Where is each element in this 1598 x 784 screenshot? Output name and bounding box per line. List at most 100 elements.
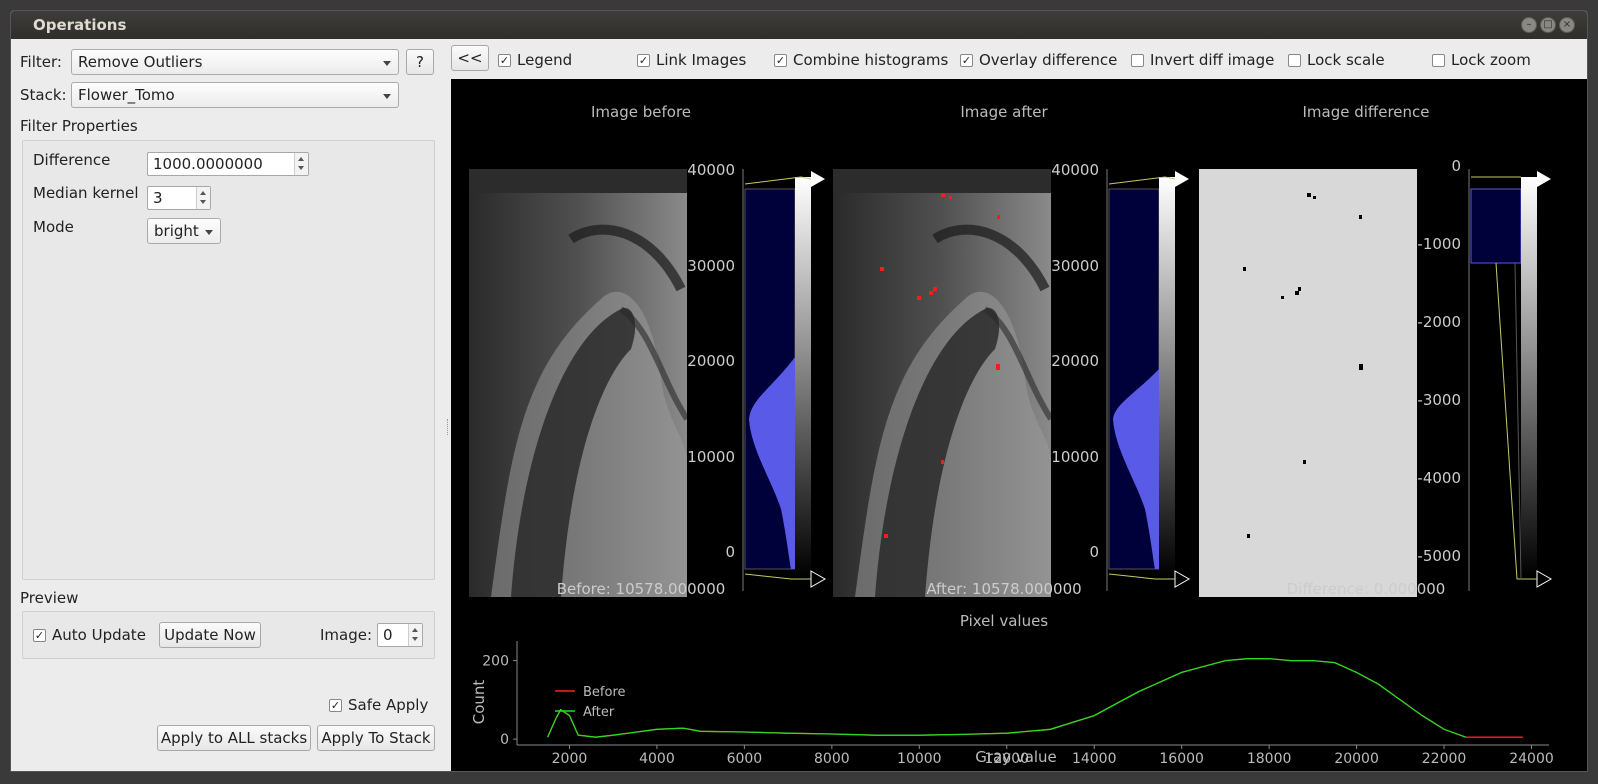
histogram-difference-tick-label: -1000 [1417,235,1461,253]
stack-label: Stack: [20,86,67,104]
series-line-before [547,658,1523,738]
filter-select-value: Remove Outliers [78,53,203,71]
filter-panel: Filter: Remove Outliers ? Stack: Flower_… [11,39,451,771]
help-button[interactable]: ? [406,49,434,75]
histogram-after-tick-label: 20000 [1051,352,1099,370]
x-tick-label: 22000 [1422,751,1467,767]
maximize-icon[interactable]: □ [1540,17,1556,33]
mode-select-value: bright [154,222,199,240]
chevron-down-icon [205,230,213,235]
image-before-canvas[interactable] [469,169,687,597]
legend-label: Before [583,685,626,700]
x-tick-label: 20000 [1334,751,1379,767]
before-value: Before: 10578.000000 [556,580,726,598]
histogram-after-tick-label: 30000 [1051,256,1099,275]
combine-histograms-checkbox[interactable]: ✓ Combine histograms [774,51,948,69]
mode-label: Mode [33,218,74,236]
spin-arrows-icon[interactable] [294,153,308,175]
histogram-after-tick-label: 0 [1089,543,1099,561]
update-now-button[interactable]: Update Now [159,622,261,648]
x-tick-label: 8000 [814,751,850,767]
image-label: Image: [320,626,373,644]
image-after-canvas[interactable] [833,169,1051,597]
safe-apply-checkbox[interactable]: ✓ Safe Apply [329,696,428,714]
image-after-title: Image after [960,103,1048,121]
difference-spinbox[interactable]: 1000.0000000 [147,152,309,176]
pixel-values-chart[interactable]: Pixel values Count Gray value 200 0 4000 60… [451,605,1588,772]
difference-value: 1000.0000000 [153,155,263,173]
spin-arrows-icon[interactable] [196,187,210,209]
legend-checkbox[interactable]: ✓ Legend [498,51,572,69]
stack-select-value: Flower_Tomo [78,86,175,104]
overlay-difference-label: Overlay difference [979,51,1118,69]
filter-properties-group: Difference 1000.0000000 Median kernel 3 … [22,140,435,580]
splitter-handle[interactable] [447,419,451,435]
chevron-down-icon [383,94,391,99]
image-spinbox[interactable]: 0 [377,623,423,647]
lock-scale-checkbox[interactable]: Lock scale [1288,51,1385,69]
histogram-difference[interactable] [1468,169,1553,591]
apply-all-stacks-button[interactable]: Apply to ALL stacks [157,725,311,751]
invert-diff-label: Invert diff image [1150,51,1275,69]
histogram-before-tick-label: 30000 [687,256,735,275]
filter-select[interactable]: Remove Outliers [71,49,399,75]
histogram-before-tick-label: 20000 [687,352,735,370]
legend-label: Legend [517,51,573,69]
x-tick-label: 14000 [1072,751,1117,767]
x-tick-label: 12000 [984,751,1029,767]
link-images-checkbox[interactable]: ✓ Link Images [637,51,746,69]
auto-update-checkbox[interactable]: ✓ Auto Update [33,626,146,644]
chart-x-label: Gray value [975,748,1057,766]
histogram-after[interactable] [1106,169,1191,591]
check-icon: ✓ [329,698,342,712]
overlay-difference-checkbox[interactable]: ✓ Overlay difference [960,51,1117,69]
x-tick-label: 18000 [1247,751,1292,767]
histogram-before-tick-label: 10000 [687,447,735,466]
x-tick-label: 4000 [639,751,675,767]
spin-arrows-icon[interactable] [408,624,422,646]
collapse-button[interactable]: << [451,45,489,71]
chart-title: Pixel values [960,612,1048,630]
chevron-down-icon [383,61,391,66]
close-icon[interactable]: × [1559,17,1575,33]
lock-zoom-checkbox[interactable]: Lock zoom [1432,51,1531,69]
link-images-label: Link Images [656,51,747,69]
operations-window: Operations – □ × Filter: Remove Outliers… [10,10,1588,772]
median-kernel-spinbox[interactable]: 3 [147,186,211,210]
histogram-difference-tick-label: -4000 [1417,469,1461,487]
mode-select[interactable]: bright [147,218,221,244]
check-icon: ✓ [498,53,511,67]
check-icon: ✓ [960,53,973,67]
histogram-after-tick-label: 40000 [1051,161,1099,179]
preview-label: Preview [20,589,79,607]
histogram-after-tick-label: 10000 [1051,447,1099,466]
apply-to-stack-button[interactable]: Apply To Stack [317,725,435,751]
stack-select[interactable]: Flower_Tomo [71,82,399,108]
image-before-title: Image before [590,103,692,121]
difference-label: Difference [33,151,111,169]
outlier-markers [880,193,1000,538]
series-line-after [547,658,1467,738]
histogram-before-tick-label: 0 [725,543,735,561]
difference-value-label: Difference: 0.000000 [1286,580,1446,598]
preview-toolbar: << ✓ Legend ✓ Link Images ✓ Combine histogr… [451,39,1587,79]
y-tick-label: 0 [500,732,509,748]
x-tick-label: 6000 [727,751,763,767]
x-tick-label: 24000 [1509,751,1554,767]
after-value: After: 10578.000000 [926,580,1082,598]
preview-area: << ✓ Legend ✓ Link Images ✓ Combine histogr… [451,39,1588,772]
histogram-before[interactable] [742,169,827,591]
histogram-difference-tick-label: 0 [1451,157,1461,175]
y-tick-label: 200 [482,654,509,670]
image-value: 0 [383,626,393,644]
check-icon: ✓ [33,628,46,642]
image-difference-canvas[interactable] [1199,169,1417,597]
invert-diff-checkbox[interactable]: Invert diff image [1131,51,1274,69]
lock-zoom-label: Lock zoom [1451,51,1531,69]
x-tick-label: 16000 [1159,751,1204,767]
title-bar[interactable]: Operations – □ × [11,11,1587,39]
minimize-icon[interactable]: – [1521,17,1537,33]
chart-y-label: Count [470,680,488,725]
median-kernel-label: Median kernel [33,184,139,202]
median-kernel-value: 3 [153,189,163,207]
